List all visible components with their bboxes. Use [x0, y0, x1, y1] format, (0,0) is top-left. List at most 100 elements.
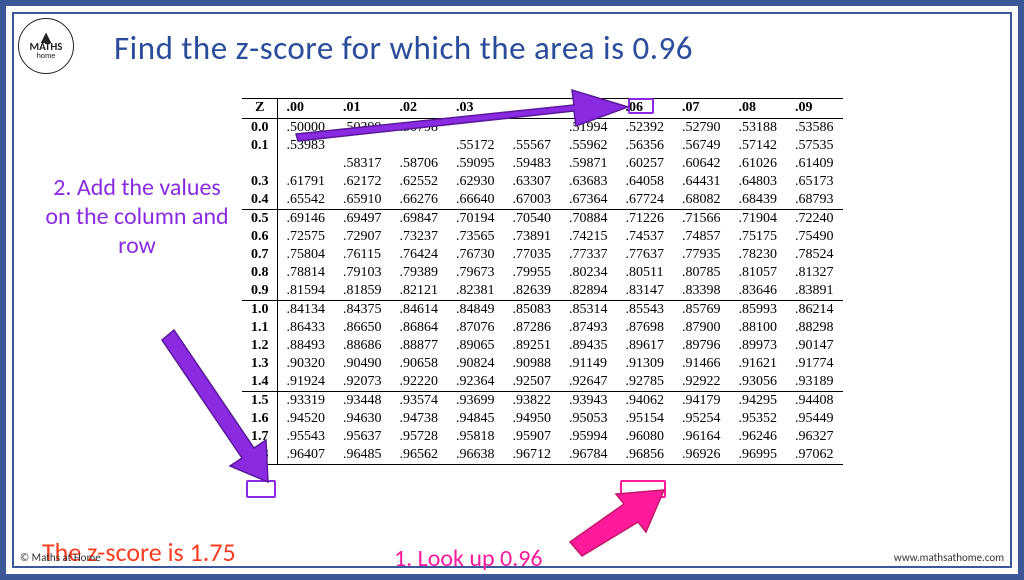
z-cell: .93574: [391, 392, 448, 411]
z-row-header: 0.0: [242, 119, 277, 138]
z-cell: .55567: [504, 137, 561, 155]
z-cell: .67724: [617, 191, 674, 210]
z-cell: .96562: [391, 446, 448, 465]
z-cell: .55962: [560, 137, 617, 155]
z-cell: .90320: [277, 355, 334, 373]
z-cell: .74537: [617, 228, 674, 246]
z-cell: .61026: [730, 155, 787, 173]
z-cell: .52392: [617, 119, 674, 138]
z-cell: .58317: [334, 155, 391, 173]
z-cell: .86214: [786, 301, 843, 320]
z-cell: .68082: [673, 191, 730, 210]
z-cell: .58706: [391, 155, 448, 173]
z-cell: .92507: [504, 373, 561, 392]
z-cell: .69146: [277, 210, 334, 229]
arrow-to-cell-icon: [570, 490, 664, 556]
inner-frame: ▲ MATHS home Find the z-score for which …: [12, 12, 1012, 568]
z-cell: .65173: [786, 173, 843, 191]
z-cell: .96995: [730, 446, 787, 465]
z-cell: .94408: [786, 392, 843, 411]
z-table-col-header: [504, 99, 561, 119]
z-cell: .95543: [277, 428, 334, 446]
logo-badge: ▲ MATHS home: [18, 18, 74, 74]
z-cell: .94179: [673, 392, 730, 411]
z-cell: .60257: [617, 155, 674, 173]
z-cell: .64058: [617, 173, 674, 191]
z-cell: .86864: [391, 319, 448, 337]
z-row-header: 0.3: [242, 173, 277, 191]
z-cell: .88686: [334, 337, 391, 355]
z-cell: .64803: [730, 173, 787, 191]
z-cell: .91309: [617, 355, 674, 373]
z-row-header: 0.8: [242, 264, 277, 282]
z-cell: .53188: [730, 119, 787, 138]
z-cell: .96246: [730, 428, 787, 446]
z-cell: .77337: [560, 246, 617, 264]
z-cell: .93319: [277, 392, 334, 411]
z-cell: .59483: [504, 155, 561, 173]
z-cell: .81859: [334, 282, 391, 301]
z-cell: .92073: [334, 373, 391, 392]
z-cell: .95154: [617, 410, 674, 428]
z-cell: .50399: [334, 119, 391, 138]
z-cell: .95637: [334, 428, 391, 446]
table-row: 0.7.75804.76115.76424.76730.77035.77337.…: [242, 246, 843, 264]
z-cell: .83891: [786, 282, 843, 301]
z-cell: .72907: [334, 228, 391, 246]
z-cell: [447, 119, 504, 138]
z-cell: .75490: [786, 228, 843, 246]
z-cell: .62552: [391, 173, 448, 191]
table-row: 1.0.84134.84375.84614.84849.85083.85314.…: [242, 301, 843, 320]
z-cell: .63307: [504, 173, 561, 191]
z-cell: .90147: [786, 337, 843, 355]
z-cell: .89617: [617, 337, 674, 355]
z-cell: .93448: [334, 392, 391, 411]
z-cell: .74215: [560, 228, 617, 246]
highlight-target-cell: [620, 480, 666, 498]
table-row: 1.3.90320.90490.90658.90824.90988.91149.…: [242, 355, 843, 373]
z-cell: .64431: [673, 173, 730, 191]
z-table-col-header: Z: [242, 99, 277, 119]
z-row-header: 1.2: [242, 337, 277, 355]
z-row-header: 1.1: [242, 319, 277, 337]
z-cell: .65910: [334, 191, 391, 210]
z-cell: .81057: [730, 264, 787, 282]
table-row: 0.0.50000.50399.50798.51994.52392.52790.…: [242, 119, 843, 138]
z-table-col-header: .03: [447, 99, 504, 119]
outer-frame: ▲ MATHS home Find the z-score for which …: [0, 0, 1024, 580]
z-cell: .50000: [277, 119, 334, 138]
z-cell: .96638: [447, 446, 504, 465]
z-cell: .89435: [560, 337, 617, 355]
z-cell: .97062: [786, 446, 843, 465]
z-cell: .76730: [447, 246, 504, 264]
table-row: 0.4.65542.65910.66276.66640.67003.67364.…: [242, 191, 843, 210]
table-row: 0.1.53983.55172.55567.55962.56356.56749.…: [242, 137, 843, 155]
z-cell: .89251: [504, 337, 561, 355]
z-row-header: 0.1: [242, 137, 277, 155]
z-cell: .86650: [334, 319, 391, 337]
z-cell: .77935: [673, 246, 730, 264]
z-row-header: 0.9: [242, 282, 277, 301]
z-row-header: 1.4: [242, 373, 277, 392]
z-cell: .75804: [277, 246, 334, 264]
table-row: 0.8.78814.79103.79389.79673.79955.80234.…: [242, 264, 843, 282]
z-cell: .81594: [277, 282, 334, 301]
z-cell: .87698: [617, 319, 674, 337]
z-table-col-header: .01: [334, 99, 391, 119]
z-cell: .94630: [334, 410, 391, 428]
z-cell: .89796: [673, 337, 730, 355]
z-table-col-header: .09: [786, 99, 843, 119]
z-cell: .67364: [560, 191, 617, 210]
logo-text-2: home: [37, 52, 56, 60]
z-cell: .95254: [673, 410, 730, 428]
z-cell: [334, 137, 391, 155]
z-cell: .57535: [786, 137, 843, 155]
z-cell: .96712: [504, 446, 561, 465]
z-row-header: 1.7: [242, 428, 277, 446]
z-row-header: 1.3: [242, 355, 277, 373]
z-row-header: 0.6: [242, 228, 277, 246]
z-cell: .92647: [560, 373, 617, 392]
z-cell: .87493: [560, 319, 617, 337]
z-cell: .83147: [617, 282, 674, 301]
z-row-header: 0.5: [242, 210, 277, 229]
